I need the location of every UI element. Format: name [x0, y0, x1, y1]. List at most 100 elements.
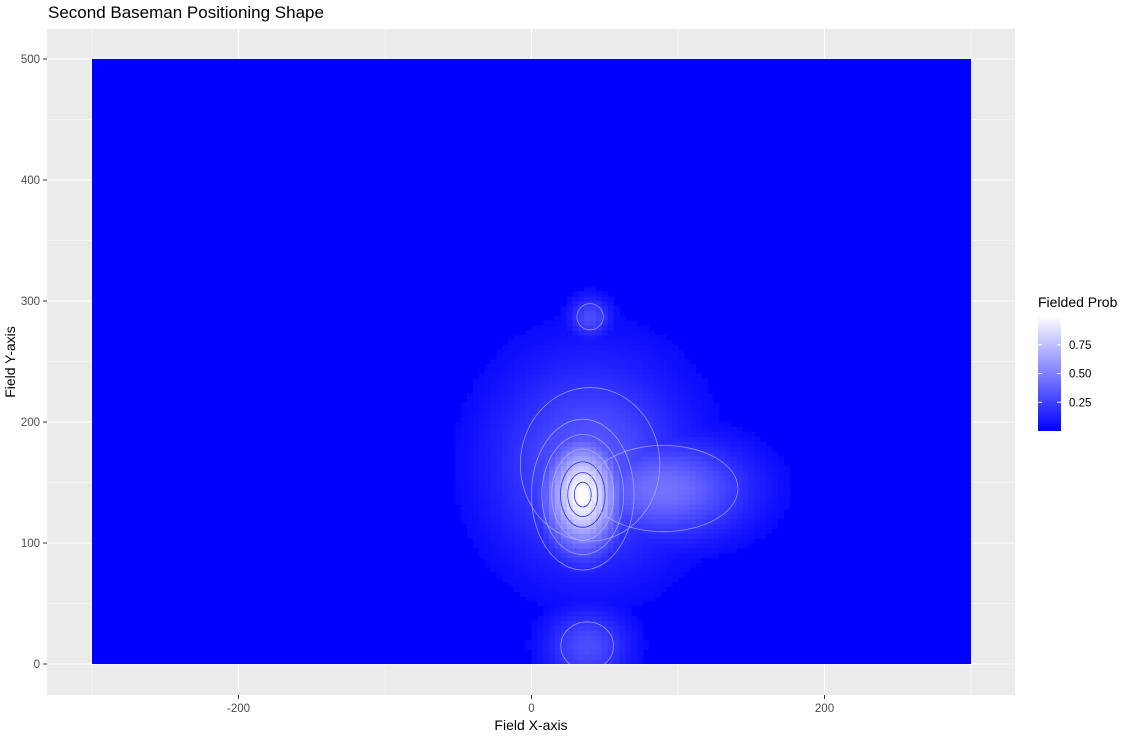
heatmap-tile — [689, 543, 697, 549]
heatmap-tile — [683, 504, 691, 510]
heatmap-tile — [572, 547, 579, 554]
heatmap-tile — [508, 567, 515, 573]
heatmap-tile — [695, 484, 703, 491]
legend-ticks: 0.250.500.75 — [1038, 340, 1091, 409]
heatmap-tile — [625, 451, 632, 457]
heatmap-tile — [543, 368, 550, 375]
heatmap-tile — [584, 349, 591, 355]
heatmap-tile — [513, 431, 521, 438]
heatmap-tile — [584, 562, 591, 568]
heatmap-tile — [636, 513, 644, 520]
heatmap-tile — [642, 339, 650, 346]
heatmap-tile — [678, 378, 685, 384]
heatmap-tile — [525, 359, 533, 365]
heatmap-tile — [578, 601, 585, 607]
heatmap-tile — [537, 557, 544, 563]
heatmap-tile — [590, 286, 597, 292]
heatmap-tile — [678, 388, 685, 394]
heatmap-tile — [601, 431, 609, 438]
heatmap-tile — [631, 562, 638, 568]
heatmap-tile — [572, 630, 579, 636]
heatmap-tile — [519, 373, 527, 380]
heatmap-tile — [584, 330, 591, 336]
heatmap-tile — [572, 528, 579, 534]
heatmap-tile — [701, 533, 708, 539]
heatmap-tile — [631, 625, 638, 631]
heatmap-tile — [654, 368, 662, 375]
heatmap-tile — [484, 451, 492, 457]
heatmap-tile — [490, 494, 497, 501]
heatmap-tile — [513, 504, 521, 510]
heatmap-tile — [724, 426, 732, 433]
heatmap-tile — [566, 359, 574, 365]
heatmap-tile — [537, 620, 544, 626]
heatmap-tile — [537, 412, 544, 418]
heatmap-tile — [642, 557, 650, 563]
heatmap-tile — [590, 494, 597, 501]
heatmap-tile — [572, 349, 579, 355]
heatmap-tile — [467, 412, 474, 418]
heatmap-tile — [508, 359, 515, 365]
heatmap-tile — [619, 601, 626, 607]
heatmap-tile — [513, 470, 521, 476]
heatmap-tile — [478, 528, 486, 534]
heatmap-tile — [760, 480, 767, 486]
heatmap-tile — [619, 552, 626, 559]
heatmap-tile — [566, 591, 574, 597]
heatmap-tile — [484, 363, 492, 370]
heatmap-tile — [660, 586, 667, 592]
heatmap-tile — [484, 509, 492, 515]
heatmap-tile — [560, 601, 568, 607]
heatmap-tile — [566, 310, 574, 317]
heatmap-tile — [566, 339, 574, 346]
heatmap-tile — [478, 426, 486, 433]
heatmap-tile — [531, 349, 538, 355]
heatmap-tile — [543, 630, 550, 636]
heatmap-tile — [590, 446, 597, 452]
heatmap-tile — [748, 538, 755, 544]
heatmap-tile — [590, 484, 597, 491]
heatmap-tile — [484, 543, 492, 549]
heatmap-tile — [584, 654, 591, 660]
heatmap-tile — [461, 426, 468, 433]
heatmap-tile — [590, 615, 597, 622]
heatmap-tile — [683, 359, 691, 365]
heatmap-tile — [719, 494, 726, 501]
heatmap-tile — [631, 334, 638, 341]
heatmap-tile — [654, 489, 662, 496]
heatmap-tile — [496, 422, 503, 428]
heatmap-tile — [502, 402, 509, 409]
heatmap-tile — [689, 538, 697, 544]
heatmap-tile — [549, 354, 556, 360]
heatmap-tile — [502, 383, 509, 389]
heatmap-tile — [566, 649, 574, 655]
heatmap-tile — [625, 402, 632, 409]
heatmap-tile — [496, 562, 503, 568]
heatmap-tile — [707, 402, 714, 409]
heatmap-tile — [590, 591, 597, 597]
heatmap-tile — [508, 402, 515, 409]
heatmap-tile — [607, 475, 615, 481]
heatmap-tile — [496, 451, 503, 457]
heatmap-tile — [554, 354, 562, 360]
heatmap-tile — [537, 649, 544, 655]
heatmap-tile — [566, 509, 574, 515]
heatmap-tile — [584, 359, 591, 365]
heatmap-tile — [601, 620, 609, 626]
heatmap-tile — [619, 455, 626, 462]
heatmap-tile — [472, 504, 480, 510]
heatmap-tile — [508, 494, 515, 501]
heatmap-tile — [613, 572, 620, 578]
heatmap-tile — [631, 644, 638, 651]
heatmap-tile — [654, 422, 662, 428]
heatmap-tile — [595, 572, 603, 578]
heatmap-tile — [601, 596, 609, 602]
heatmap-tile — [467, 436, 474, 442]
heatmap-tile — [472, 523, 480, 530]
heatmap-tile — [625, 601, 632, 607]
heatmap-tile — [736, 543, 744, 549]
heatmap-tile — [478, 378, 486, 384]
heatmap-tile — [578, 630, 585, 636]
heatmap-tile — [472, 422, 480, 428]
heatmap-tile — [572, 301, 579, 307]
